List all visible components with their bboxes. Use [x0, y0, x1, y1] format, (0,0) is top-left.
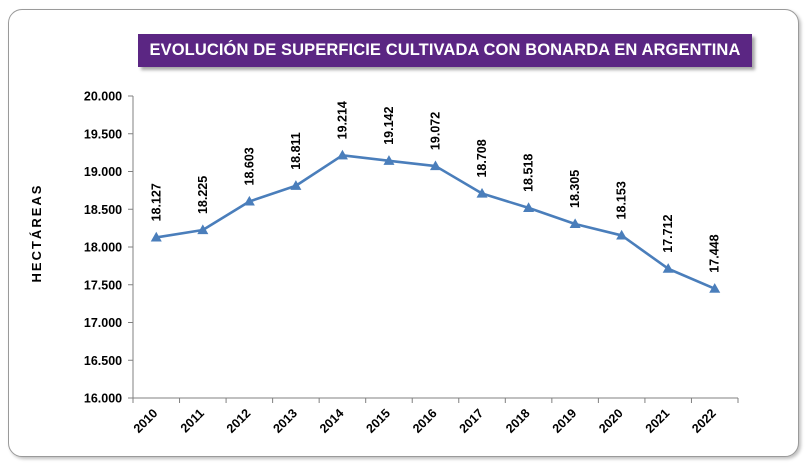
x-tick-label: 2018 — [503, 406, 533, 436]
y-tick-label: 19.500 — [84, 127, 122, 141]
x-tick-label: 2014 — [317, 406, 347, 436]
series — [150, 149, 721, 293]
x-tick-label: 2021 — [643, 406, 673, 436]
data-point — [336, 149, 348, 160]
data-point — [523, 202, 535, 212]
x-tick-label: 2012 — [224, 406, 254, 436]
y-tick-label: 18.000 — [84, 241, 122, 255]
data-label: 18.603 — [242, 147, 256, 185]
x-tick-label: 2019 — [550, 406, 580, 436]
data-label: 18.127 — [149, 183, 163, 221]
data-point — [616, 229, 628, 240]
x-tick-label: 2022 — [689, 406, 719, 436]
data-point — [290, 180, 302, 190]
axes: 16.000 16.500 17.000 17.500 18.000 18.500 19.0… — [84, 90, 739, 436]
y-tick-label: 17.500 — [84, 278, 122, 292]
data-point — [197, 224, 209, 235]
data-label: 19.142 — [382, 106, 396, 144]
data-point — [383, 155, 395, 165]
data-label: 18.708 — [475, 139, 489, 177]
data-label: 19.214 — [335, 101, 349, 139]
x-tick-label: 2017 — [457, 406, 487, 436]
y-tick-label: 18.500 — [84, 203, 122, 217]
y-tick-label: 16.500 — [84, 354, 122, 368]
x-tick-label: 2016 — [410, 406, 440, 436]
y-tick-label: 17.000 — [84, 316, 122, 330]
x-tick-label: 2011 — [178, 406, 207, 435]
y-axis-label: HECTÁREAS — [29, 184, 44, 283]
data-point — [569, 218, 581, 229]
data-label: 18.811 — [289, 132, 303, 170]
data-label: 19.072 — [429, 112, 443, 150]
y-tick-label: 20.000 — [84, 90, 122, 104]
x-tick-label: 2010 — [131, 406, 161, 436]
data-label: 18.518 — [522, 154, 536, 192]
chart-frame — [8, 9, 799, 457]
data-point — [243, 195, 255, 206]
data-label: 18.305 — [568, 170, 582, 208]
data-point — [150, 231, 162, 242]
y-tick-label: 19.000 — [84, 165, 122, 179]
data-label: 17.712 — [661, 214, 675, 252]
data-point — [662, 263, 674, 273]
y-tick-label: 16.000 — [84, 392, 122, 406]
data-label: 17.448 — [708, 234, 722, 272]
chart-title: EVOLUCIÓN DE SUPERFICIE CULTIVADA CON BO… — [138, 34, 752, 67]
data-point — [476, 187, 488, 198]
data-label: 18.225 — [196, 176, 210, 214]
data-label: 18.153 — [615, 181, 629, 219]
series-line — [156, 154, 716, 290]
x-tick-label: 2020 — [596, 406, 626, 436]
data-point — [429, 160, 442, 171]
x-tick-label: 2015 — [364, 406, 394, 436]
x-tick-label: 2013 — [270, 406, 300, 436]
labels: 18.127 18.225 18.603 18.811 19.214 19.142 19.0… — [149, 101, 721, 273]
data-point — [709, 283, 721, 293]
